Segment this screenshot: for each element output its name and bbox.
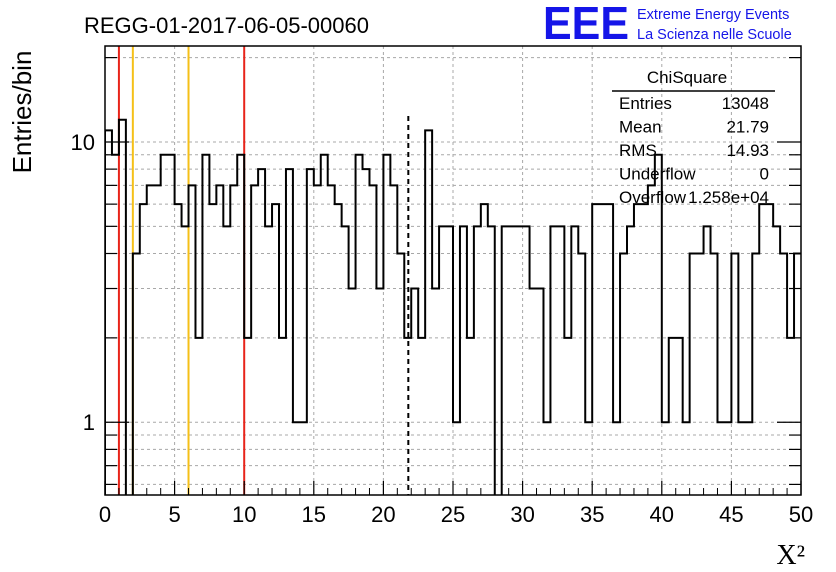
stats-rows: Entries 13048 Mean 21.79 RMS 14.93 Underflow 0 O… (619, 94, 769, 207)
x-tick-label: 30 (510, 502, 534, 527)
x-axis-label: X² (776, 540, 805, 571)
stats-value: 1.258e+04 (688, 188, 769, 207)
stats-value: 21.79 (726, 118, 769, 137)
tick-labels: 0 5 10 15 20 25 30 35 40 45 50 1 10 (71, 130, 814, 527)
eee-logo: EEE (543, 0, 629, 49)
y-tick-label: 10 (71, 130, 95, 155)
x-tick-label: 25 (441, 502, 465, 527)
stats-label: Overflow (619, 188, 687, 207)
x-tick-label: 20 (371, 502, 395, 527)
y-axis-label: Entries/bin (7, 51, 37, 174)
y-tick-label: 1 (83, 410, 95, 435)
stats-value: 14.93 (726, 141, 769, 160)
stats-title: ChiSquare (647, 68, 727, 87)
x-tick-label: 5 (168, 502, 180, 527)
reference-lines (117, 46, 410, 495)
histogram-line (105, 118, 801, 495)
x-tick-label: 15 (302, 502, 326, 527)
stats-label: Entries (619, 94, 672, 113)
x-tick-label: 0 (99, 502, 111, 527)
x-tick-label: 45 (719, 502, 743, 527)
stats-value: 0 (760, 165, 769, 184)
x-tick-label: 40 (650, 502, 674, 527)
x-tick-label: 10 (232, 502, 256, 527)
stats-value: 13048 (722, 94, 769, 113)
x-tick-label: 50 (789, 502, 813, 527)
stats-box: ChiSquare Entries 13048 Mean 21.79 RMS 14.93 U… (612, 68, 775, 207)
stats-label: Mean (619, 118, 662, 137)
logo-line-1: Extreme Energy Events (637, 7, 789, 23)
axis-ticks (104, 57, 802, 495)
x-tick-label: 35 (580, 502, 604, 527)
stats-label: RMS (619, 141, 657, 160)
logo-line-2: La Scienza nelle Scuole (637, 27, 792, 43)
run-title: REGG-01-2017-06-05-00060 (84, 13, 369, 38)
stats-label: Underflow (619, 165, 696, 184)
histogram (105, 118, 801, 495)
